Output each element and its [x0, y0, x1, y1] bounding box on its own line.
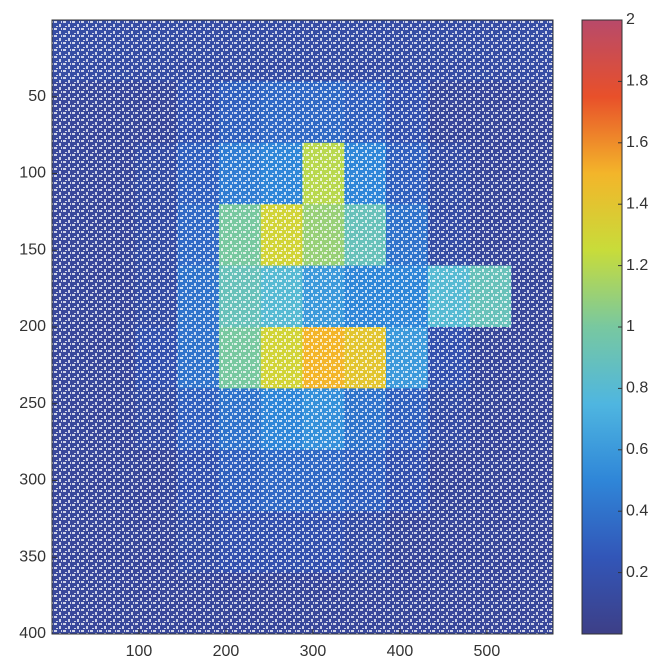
- y-tick-label: 250: [19, 395, 46, 412]
- x-tick-label: 100: [126, 643, 153, 660]
- colorbar-tick-label: 1.6: [626, 134, 648, 151]
- colorbar-tick-label: 0.8: [626, 380, 648, 397]
- y-tick-label: 350: [19, 548, 46, 565]
- colorbar-fill: [582, 20, 622, 634]
- colorbar-tick-label: 0.6: [626, 441, 648, 458]
- colorbar-tick-label: 1.2: [626, 257, 648, 274]
- colorbar: [582, 19, 622, 634]
- y-tick-label: 400: [19, 625, 46, 642]
- texture: [52, 20, 553, 634]
- y-tick-label: 150: [19, 241, 46, 258]
- colorbar-tick-label: 0.4: [626, 502, 648, 519]
- colorbar-tick-label: 1.4: [626, 195, 648, 212]
- x-tick-label: 300: [300, 643, 327, 660]
- y-tick-label: 300: [19, 472, 46, 489]
- y-tick-label: 200: [19, 318, 46, 335]
- colorbar-frame: [581, 19, 623, 635]
- colorbar-tick-label: 2: [626, 11, 635, 28]
- y-tick-label: 100: [19, 165, 46, 182]
- x-tick-label: 400: [387, 643, 414, 660]
- x-tick-label: 500: [474, 643, 501, 660]
- colorbar-tick-label: 1.8: [626, 73, 648, 90]
- x-tick-label: 200: [213, 643, 240, 660]
- colorbar-tick-label: 1: [626, 318, 635, 335]
- y-tick-label: 50: [28, 88, 46, 105]
- colorbar-tick-label: 0.2: [626, 564, 648, 581]
